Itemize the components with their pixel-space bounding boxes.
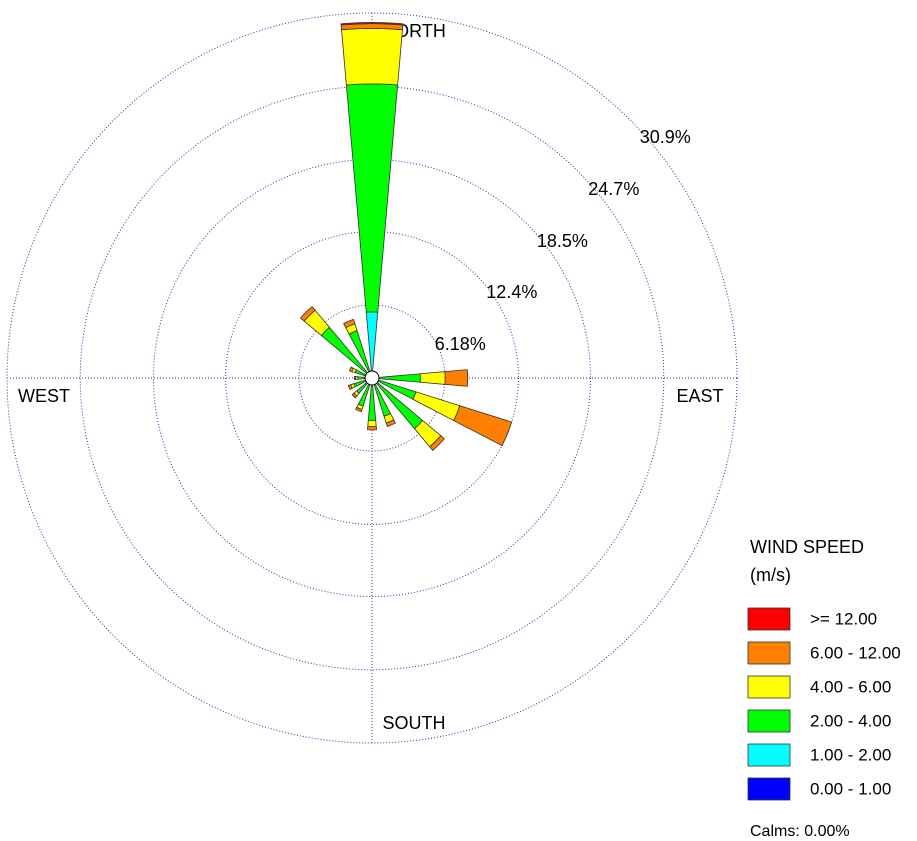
calms-label: Calms: 0.00% xyxy=(750,823,850,840)
legend-title: (m/s) xyxy=(750,565,791,585)
legend-label: 6.00 - 12.00 xyxy=(810,643,901,662)
wedge xyxy=(341,27,403,86)
wedge xyxy=(355,406,363,413)
wedge xyxy=(348,366,354,373)
wedge xyxy=(385,419,396,427)
legend-swatch xyxy=(747,641,791,665)
wedge xyxy=(429,435,445,451)
wedge xyxy=(299,305,316,322)
wedge xyxy=(377,373,421,383)
wedge xyxy=(367,419,377,427)
wedge xyxy=(345,83,399,313)
wedge xyxy=(412,391,461,422)
legend-label: 4.00 - 6.00 xyxy=(810,677,891,696)
ring-label: 12.4% xyxy=(486,282,537,302)
ring-label: 24.7% xyxy=(588,179,639,199)
wedge xyxy=(340,22,404,26)
wedge xyxy=(419,371,446,385)
grid-circle xyxy=(6,12,738,744)
legend-label: >= 12.00 xyxy=(810,609,877,628)
legend-swatch xyxy=(747,607,791,631)
legend-label: 2.00 - 4.00 xyxy=(810,711,891,730)
direction-label: EAST xyxy=(676,386,723,406)
legend-label: 1.00 - 2.00 xyxy=(810,745,891,764)
direction-label: WEST xyxy=(18,386,70,406)
legend-title: WIND SPEED xyxy=(750,537,864,557)
wedge xyxy=(351,392,358,399)
legend-label: 0.00 - 1.00 xyxy=(810,779,891,798)
direction-label: SOUTH xyxy=(383,713,446,733)
legend-swatch xyxy=(747,743,791,767)
wedge xyxy=(353,376,356,380)
wedge xyxy=(347,384,353,390)
legend-swatch xyxy=(747,709,791,733)
calm-circle xyxy=(364,370,380,386)
legend-swatch xyxy=(747,675,791,699)
ring-label: 30.9% xyxy=(640,127,691,147)
grid-circle xyxy=(225,231,519,525)
wedge xyxy=(343,318,356,329)
wedge xyxy=(367,425,377,431)
wedge xyxy=(453,405,513,447)
ring-label: 6.18% xyxy=(435,334,486,354)
legend-swatch xyxy=(747,777,791,801)
wedge xyxy=(444,369,469,387)
ring-label: 18.5% xyxy=(537,231,588,251)
